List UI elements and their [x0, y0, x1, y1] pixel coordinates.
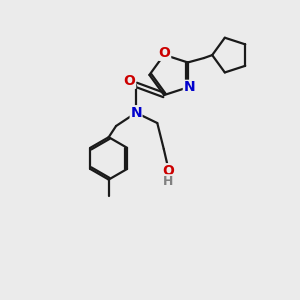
Text: O: O — [162, 164, 174, 178]
Text: N: N — [183, 80, 195, 94]
Text: O: O — [159, 46, 171, 60]
Text: N: N — [130, 106, 142, 120]
Text: O: O — [124, 74, 136, 88]
Text: H: H — [163, 175, 173, 188]
